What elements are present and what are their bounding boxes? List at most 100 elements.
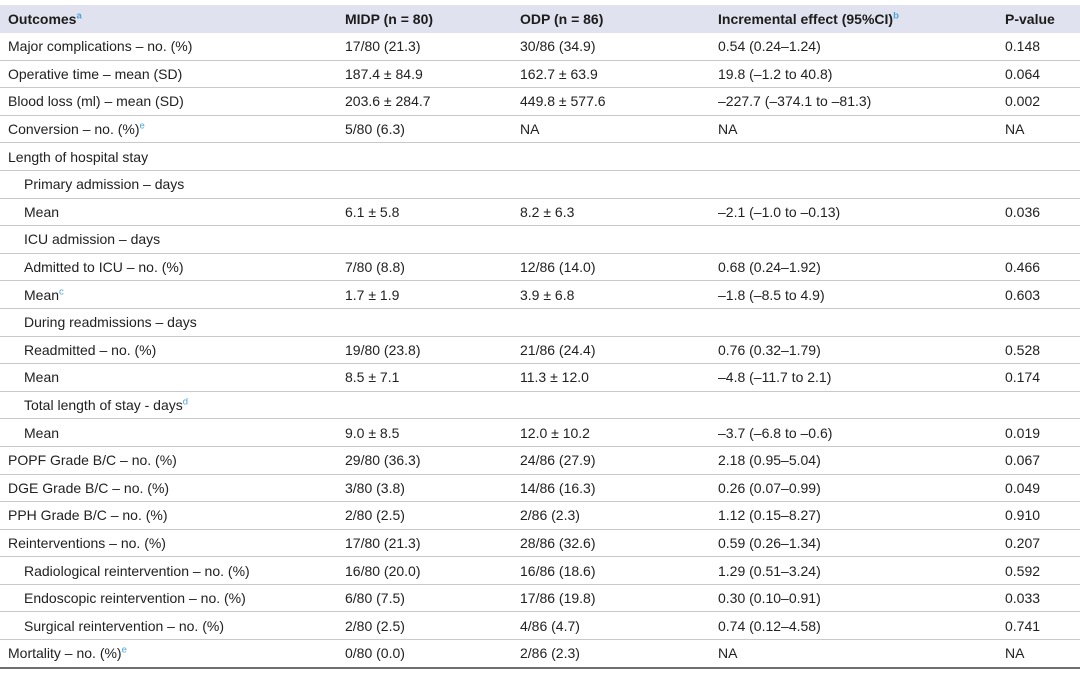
midp-value-cell: 17/80 (21.3) — [345, 529, 520, 558]
incremental-effect-cell: –227.7 (–374.1 to –81.3) — [718, 87, 1005, 116]
outcome-label: Admitted to ICU – no. (%) — [24, 259, 184, 276]
midp-value-cell — [345, 142, 520, 171]
incremental-effect-cell: 0.54 (0.24–1.24) — [718, 33, 1005, 61]
page: Outcomesa MIDP (n = 80) ODP (n = 86) Inc… — [0, 5, 1080, 669]
incremental-effect-cell — [718, 170, 1005, 199]
odp-value-cell — [520, 142, 718, 171]
incremental-effect-cell — [718, 142, 1005, 171]
p-value-cell: 0.603 — [1005, 280, 1080, 309]
outcome-label: Primary admission – days — [24, 176, 185, 193]
outcome-label-cell: Primary admission – days — [0, 170, 345, 199]
table-row: ICU admission – days — [0, 225, 1080, 254]
outcomes-table: Outcomesa MIDP (n = 80) ODP (n = 86) Inc… — [0, 5, 1080, 669]
odp-value-cell: 3.9 ± 6.8 — [520, 280, 718, 309]
outcome-label: DGE Grade B/C – no. (%) — [8, 479, 170, 496]
outcome-label: Surgical reintervention – no. (%) — [24, 617, 224, 634]
incremental-effect-cell: 1.29 (0.51–3.24) — [718, 556, 1005, 585]
footnote-marker-b: b — [893, 10, 899, 22]
table-row: Mortality – no. (%)e 0/80 (0.0) 2/86 (2.3)… — [0, 639, 1080, 669]
midp-value-cell: 29/80 (36.3) — [345, 446, 520, 475]
outcome-label-cell: Length of hospital stay — [0, 142, 345, 171]
p-value-cell — [1005, 391, 1080, 420]
p-value-cell: NA — [1005, 639, 1080, 669]
outcome-label: Total length of stay - days — [24, 397, 183, 414]
table-row: Mean 8.5 ± 7.1 11.3 ± 12.0 –4.8 (–11.7 to 2… — [0, 363, 1080, 392]
outcome-label-cell: Endoscopic reintervention – no. (%) — [0, 584, 345, 613]
outcome-label: Mortality – no. (%) — [8, 645, 122, 662]
outcome-label-cell: Admitted to ICU – no. (%) — [0, 253, 345, 282]
table-row: During readmissions – days — [0, 308, 1080, 337]
midp-value-cell: 7/80 (8.8) — [345, 253, 520, 282]
outcome-label: ICU admission – days — [24, 231, 161, 248]
p-value-cell: 0.592 — [1005, 556, 1080, 585]
p-value-cell — [1005, 225, 1080, 254]
p-value-cell: 0.148 — [1005, 33, 1080, 61]
incremental-effect-cell: 1.12 (0.15–8.27) — [718, 501, 1005, 530]
incremental-effect-cell — [718, 225, 1005, 254]
table-row: Conversion – no. (%)e 5/80 (6.3) NA NA NA — [0, 115, 1080, 144]
incremental-effect-cell: 0.68 (0.24–1.92) — [718, 253, 1005, 282]
outcome-label-cell: Operative time – mean (SD) — [0, 60, 345, 89]
odp-value-cell: 4/86 (4.7) — [520, 611, 718, 641]
header-row: Outcomesa MIDP (n = 80) ODP (n = 86) Inc… — [0, 5, 1080, 33]
table-header: Outcomesa MIDP (n = 80) ODP (n = 86) Inc… — [0, 5, 1080, 33]
p-value-cell: 0.002 — [1005, 87, 1080, 116]
table-row: DGE Grade B/C – no. (%) 3/80 (3.8) 14/86 (… — [0, 474, 1080, 503]
midp-value-cell — [345, 308, 520, 337]
footnote-marker-c: c — [59, 285, 64, 297]
p-value-cell: 0.049 — [1005, 474, 1080, 503]
table-row: Meanc 1.7 ± 1.9 3.9 ± 6.8 –1.8 (–8.5 to 4.9… — [0, 280, 1080, 309]
table-row: Major complications – no. (%) 17/80 (21.3… — [0, 33, 1080, 61]
table-row: Endoscopic reintervention – no. (%) 6/80 … — [0, 584, 1080, 613]
odp-value-cell: 12/86 (14.0) — [520, 253, 718, 282]
col-header-label: P-value — [1005, 11, 1055, 27]
table-row: Radiological reintervention – no. (%) 16/… — [0, 556, 1080, 585]
incremental-effect-cell: 19.8 (–1.2 to 40.8) — [718, 60, 1005, 89]
table-row: Primary admission – days — [0, 170, 1080, 199]
incremental-effect-cell: 0.30 (0.10–0.91) — [718, 584, 1005, 613]
footnote-marker-e: e — [139, 120, 145, 132]
footnote-marker-e: e — [121, 644, 127, 656]
outcome-label: Mean — [24, 424, 60, 441]
outcome-label-cell: Blood loss (ml) – mean (SD) — [0, 87, 345, 116]
table-row: Readmitted – no. (%) 19/80 (23.8) 21/86 (2… — [0, 336, 1080, 365]
col-header-label: Incremental effect (95%CI) — [718, 11, 894, 27]
p-value-cell: 0.174 — [1005, 363, 1080, 392]
odp-value-cell: 14/86 (16.3) — [520, 474, 718, 503]
p-value-cell — [1005, 308, 1080, 337]
outcome-label: Readmitted – no. (%) — [24, 341, 157, 358]
footnote-marker-a: a — [76, 10, 82, 22]
midp-value-cell: 2/80 (2.5) — [345, 501, 520, 530]
odp-value-cell: 11.3 ± 12.0 — [520, 363, 718, 392]
table-row: Total length of stay - daysd — [0, 391, 1080, 420]
incremental-effect-cell: 2.18 (0.95–5.04) — [718, 446, 1005, 475]
outcome-label: Blood loss (ml) – mean (SD) — [8, 93, 184, 110]
outcomes-table-body: Major complications – no. (%) 17/80 (21.3… — [0, 33, 1080, 669]
outcome-label: Operative time – mean (SD) — [8, 65, 183, 82]
odp-value-cell: 162.7 ± 63.9 — [520, 60, 718, 89]
table-row: Reinterventions – no. (%) 17/80 (21.3) 28/… — [0, 529, 1080, 558]
p-value-cell: 0.033 — [1005, 584, 1080, 613]
odp-value-cell: 21/86 (24.4) — [520, 336, 718, 365]
odp-value-cell: NA — [520, 115, 718, 144]
p-value-cell — [1005, 142, 1080, 171]
outcome-label: Endoscopic reintervention – no. (%) — [24, 590, 246, 607]
incremental-effect-cell: 0.74 (0.12–4.58) — [718, 611, 1005, 641]
midp-value-cell: 187.4 ± 84.9 — [345, 60, 520, 89]
outcome-label: Mean — [24, 203, 60, 220]
incremental-effect-cell: NA — [718, 639, 1005, 669]
midp-value-cell: 5/80 (6.3) — [345, 115, 520, 144]
p-value-cell: 0.036 — [1005, 198, 1080, 227]
outcome-label-cell: Mortality – no. (%)e — [0, 639, 345, 669]
odp-value-cell: 28/86 (32.6) — [520, 529, 718, 558]
p-value-cell: 0.207 — [1005, 529, 1080, 558]
midp-value-cell: 19/80 (23.8) — [345, 336, 520, 365]
odp-value-cell: 12.0 ± 10.2 — [520, 418, 718, 447]
outcome-label-cell: Mean — [0, 418, 345, 447]
midp-value-cell: 2/80 (2.5) — [345, 611, 520, 641]
incremental-effect-cell: 0.26 (0.07–0.99) — [718, 474, 1005, 503]
incremental-effect-cell: –2.1 (–1.0 to –0.13) — [718, 198, 1005, 227]
outcome-label: Reinterventions – no. (%) — [8, 534, 166, 551]
p-value-cell: 0.466 — [1005, 253, 1080, 282]
midp-value-cell — [345, 391, 520, 420]
